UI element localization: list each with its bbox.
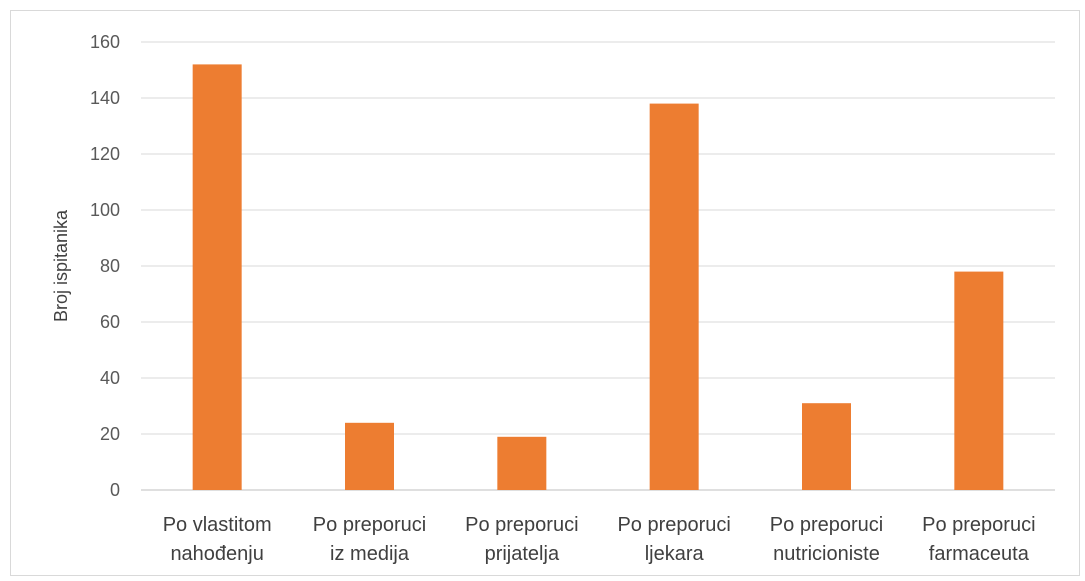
bars <box>192 64 1004 491</box>
y-tick-label: 100 <box>90 200 120 220</box>
gridlines <box>141 41 1055 491</box>
x-tick-label: Po preporuci ljekara <box>617 514 730 565</box>
x-tick-label: Po preporuci prijatelja <box>465 514 578 565</box>
x-axis: Po vlastitom nahođenju Po preporuci iz medi… <box>163 514 1036 565</box>
bar <box>649 103 699 490</box>
x-tick-label: Po vlastitom nahođenju <box>163 514 272 565</box>
bar <box>954 271 1004 490</box>
y-tick-label: 80 <box>100 256 120 276</box>
y-axis-label: Broj ispitanika <box>51 209 71 322</box>
y-tick-label: 140 <box>90 88 120 108</box>
y-axis-ticks: 0 20 40 60 80 100 120 140 160 <box>90 32 120 500</box>
bar <box>802 403 851 490</box>
y-tick-label: 60 <box>100 312 120 332</box>
y-tick-label: 40 <box>100 368 120 388</box>
y-tick-label: 0 <box>110 480 120 500</box>
y-tick-label: 20 <box>100 424 120 444</box>
x-tick-label: Po preporuci nutricioniste <box>770 514 883 565</box>
y-tick-label: 120 <box>90 144 120 164</box>
bar <box>192 64 242 491</box>
x-tick-label: Po preporuci iz medija <box>313 514 426 565</box>
bar <box>345 422 394 490</box>
bar <box>497 436 547 490</box>
x-tick-label: Po preporuci farmaceuta <box>922 514 1035 565</box>
y-tick-label: 160 <box>90 32 120 52</box>
